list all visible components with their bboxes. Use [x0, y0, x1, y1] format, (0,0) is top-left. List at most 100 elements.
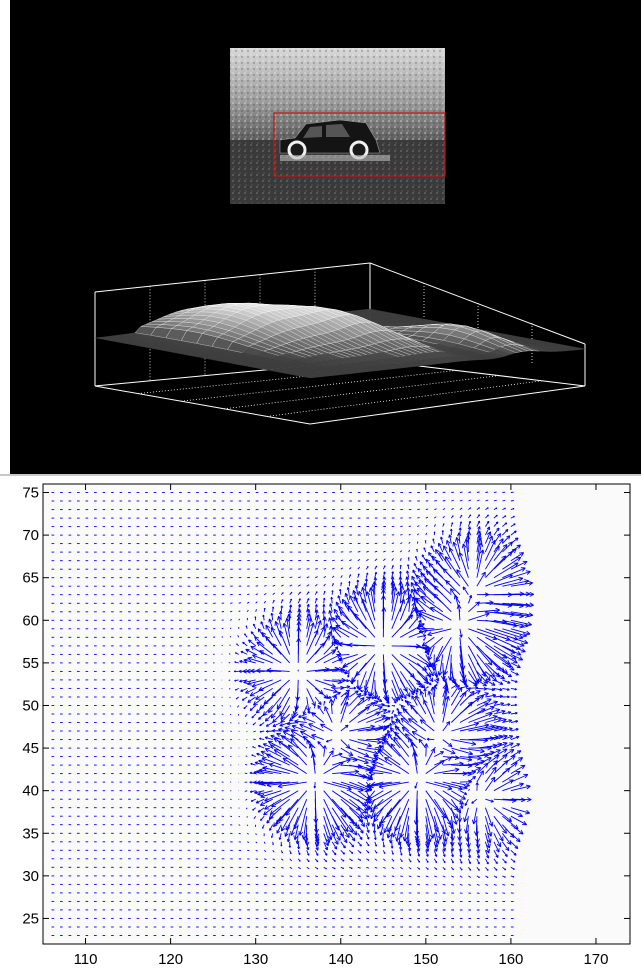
vector-arrow	[290, 876, 293, 877]
vector-arrowhead	[349, 833, 350, 837]
vector-arrow	[256, 859, 258, 860]
vector-arrowhead	[330, 604, 331, 607]
vector-arrowhead	[465, 685, 468, 686]
vector-arrow	[349, 876, 352, 877]
vector-arrow	[230, 714, 231, 715]
vector-arrowhead	[451, 820, 452, 825]
vector-arrowhead	[369, 823, 370, 826]
vector-arrowhead	[252, 717, 254, 718]
vector-arrowhead	[376, 566, 377, 567]
vector-arrowhead	[253, 747, 254, 748]
vector-arrowhead	[326, 860, 327, 861]
vector-arrowhead	[374, 808, 378, 809]
vector-arrow	[426, 884, 429, 885]
vector-arrowhead	[343, 860, 344, 861]
vector-arrow	[229, 662, 231, 663]
vector-arrow	[298, 876, 301, 877]
vector-arrow	[239, 808, 240, 809]
vector-arrowhead	[251, 632, 252, 634]
box-edge	[310, 386, 585, 424]
vector-arrowhead	[281, 845, 282, 846]
vector-arrowhead	[335, 868, 336, 869]
vector-arrowhead	[371, 815, 372, 819]
vector-arrowhead	[379, 696, 380, 700]
vector-arrowhead	[275, 621, 276, 626]
vector-arrowhead	[291, 831, 292, 835]
vector-arrow	[247, 731, 248, 732]
visualization-panel	[10, 0, 641, 474]
vector-arrowhead	[420, 562, 421, 565]
vector-arrowhead	[408, 558, 409, 559]
vector-arrow	[400, 535, 402, 536]
vector-arrow	[383, 543, 385, 544]
vector-arrowhead	[256, 699, 261, 700]
vector-arrowhead	[453, 855, 454, 857]
vector-arrowhead	[331, 835, 332, 839]
vector-arrow	[315, 569, 318, 570]
vector-arrowhead	[338, 596, 339, 599]
vector-arrowhead	[424, 640, 425, 641]
vector-arrowhead	[316, 592, 317, 593]
vector-arrowhead	[353, 590, 354, 594]
vector-arrow	[230, 697, 231, 698]
vector-arrowhead	[436, 549, 437, 554]
vector-arrow	[417, 542, 418, 544]
vector-arrowhead	[263, 615, 264, 617]
vector-arrow	[443, 884, 446, 885]
vector-arrowhead	[280, 726, 284, 727]
vector-arrowhead	[394, 705, 395, 706]
vector-arrowhead	[339, 753, 342, 754]
vector-arrowhead	[360, 860, 361, 861]
visualization-canvas	[10, 0, 641, 474]
vector-arrowhead	[355, 691, 359, 692]
vector-arrowhead	[345, 845, 346, 848]
vector-arrowhead	[335, 860, 336, 861]
vector-arrow	[400, 704, 401, 706]
vector-arrow	[222, 688, 223, 689]
vector-arrow	[247, 594, 249, 595]
vector-arrow	[222, 628, 224, 629]
vector-arrow	[443, 501, 446, 502]
vector-arrowhead	[343, 667, 346, 668]
vector-arrowhead	[361, 844, 362, 846]
vector-arrowhead	[365, 686, 366, 690]
vector-arrowhead	[291, 592, 292, 593]
vector-arrowhead	[269, 763, 273, 764]
vector-arrow	[273, 577, 276, 578]
vector-arrowhead	[264, 608, 265, 609]
vector-arrowhead	[381, 715, 385, 716]
vector-arrowhead	[340, 589, 341, 591]
vector-arrowhead	[407, 565, 408, 567]
vector-arrowhead	[347, 827, 348, 832]
vector-arrowhead	[383, 709, 387, 710]
vector-arrow	[273, 867, 275, 868]
vector-arrowhead	[321, 701, 322, 704]
vector-arrowhead	[442, 530, 443, 532]
vector-arrow	[256, 586, 258, 587]
vector-arrowhead	[341, 583, 342, 584]
vector-arrowhead	[432, 678, 433, 682]
vector-arrow	[307, 569, 310, 570]
vector-arrow	[247, 825, 248, 826]
vector-arrow	[256, 833, 257, 835]
vector-arrowhead	[420, 691, 421, 695]
box-edge	[95, 263, 370, 292]
vector-arrowhead	[419, 868, 420, 869]
vector-arrow	[341, 876, 344, 877]
vector-arrowhead	[308, 592, 309, 593]
vector-arrow	[426, 509, 428, 510]
vector-arrowhead	[352, 860, 353, 861]
vector-arrowhead	[258, 629, 259, 633]
vector-arrow	[426, 744, 427, 757]
vector-arrow	[253, 739, 255, 740]
vector-arrowhead	[420, 689, 421, 690]
vector-arrow	[417, 518, 419, 519]
vector-arrow	[409, 526, 411, 527]
vector-arrow	[230, 611, 232, 612]
vector-arrow	[222, 697, 223, 698]
vector-arrow	[222, 645, 223, 646]
vector-arrow	[222, 706, 223, 707]
vector-arrowhead	[326, 868, 327, 869]
vector-arrow	[392, 876, 395, 877]
